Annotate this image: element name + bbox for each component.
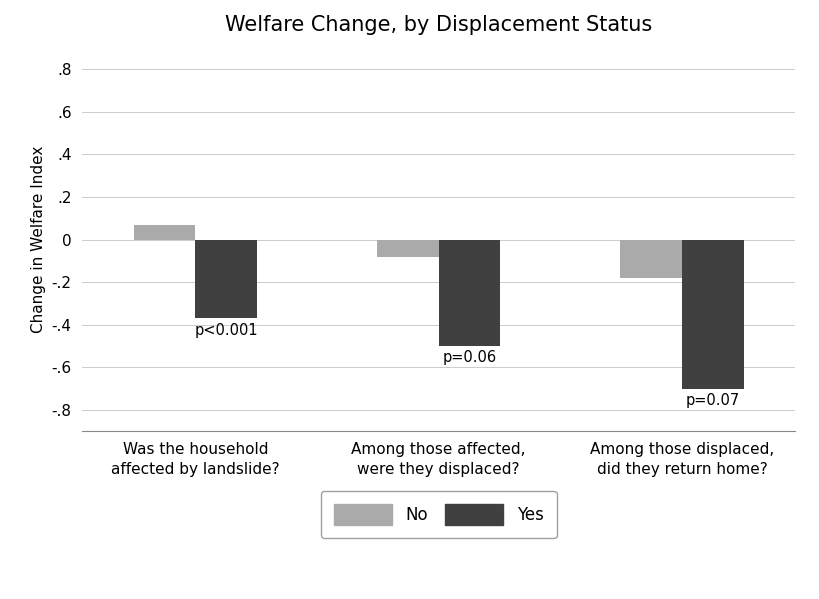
Title: Welfare Change, by Displacement Status: Welfare Change, by Displacement Status: [224, 15, 652, 35]
Bar: [681, 240, 743, 389]
Bar: [438, 240, 500, 346]
Legend: No, Yes: No, Yes: [320, 491, 556, 538]
Text: p=0.07: p=0.07: [685, 393, 739, 408]
Bar: [377, 240, 438, 256]
Y-axis label: Change in Welfare Index: Change in Welfare Index: [31, 146, 46, 333]
Text: p<0.001: p<0.001: [194, 323, 258, 338]
Bar: [133, 225, 195, 240]
Bar: [195, 240, 257, 319]
Bar: [619, 240, 681, 278]
Text: p=0.06: p=0.06: [442, 350, 496, 365]
